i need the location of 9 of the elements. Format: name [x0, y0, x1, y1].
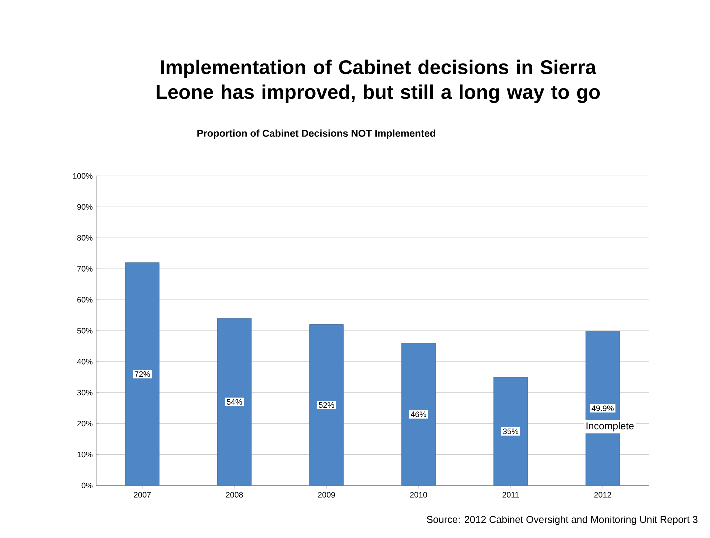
bar [125, 262, 160, 486]
chart-title: Implementation of Cabinet decisions in Sierra Leone has improved, but still a long way to go [156, 60, 600, 104]
chart-subtitle: Proportion of Cabinet Decisions NOT Implemented [198, 130, 436, 139]
bar [494, 376, 528, 486]
annotation: Incomplete [586, 422, 634, 432]
bar [402, 342, 436, 486]
bar [218, 318, 252, 486]
bar [310, 324, 344, 486]
source-note: Source: 2012 Cabinet Oversight and Monitoring Unit Report 3 [427, 516, 698, 525]
